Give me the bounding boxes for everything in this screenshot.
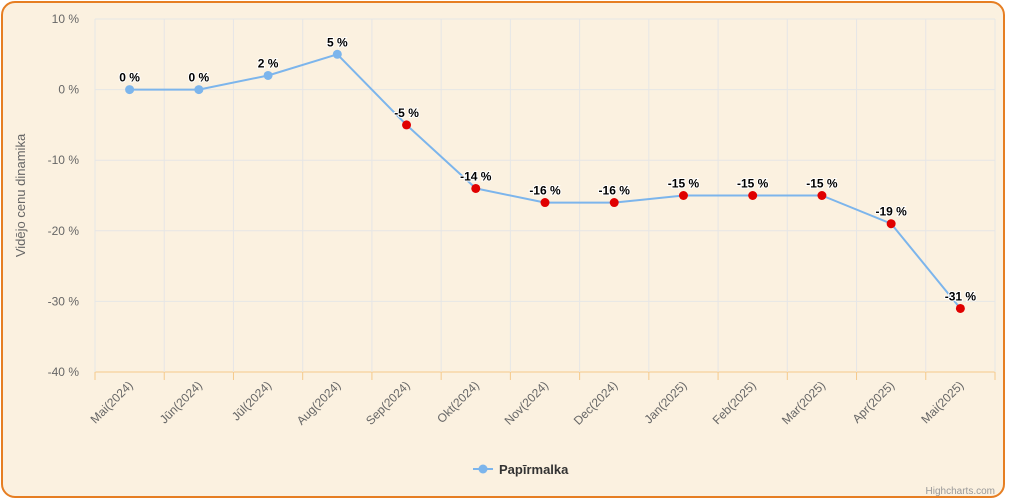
x-tick-label: Apr(2025) xyxy=(850,378,898,426)
x-tick-label: Aug(2024) xyxy=(294,378,344,428)
data-label: 0 % xyxy=(189,71,210,85)
data-point[interactable] xyxy=(678,191,688,200)
data-point[interactable] xyxy=(886,219,896,229)
data-label: -16 % xyxy=(529,184,561,198)
data-point[interactable] xyxy=(540,198,550,208)
data-label: -14 % xyxy=(460,169,492,183)
legend[interactable]: Papīrmalka xyxy=(473,462,569,477)
data-point[interactable] xyxy=(471,183,481,193)
x-tick-label: Mar(2025) xyxy=(779,378,828,427)
x-tick-label: Mai(2025) xyxy=(918,378,966,426)
data-label: -16 % xyxy=(599,184,631,198)
data-label: 0 % xyxy=(119,71,140,85)
legend-item-papirmalka[interactable]: Papīrmalka xyxy=(499,462,569,477)
x-tick-label: Nov(2024) xyxy=(502,378,552,428)
y-tick-label: -30 % xyxy=(48,294,80,308)
data-label: -15 % xyxy=(737,177,769,191)
y-tick-label: 0 % xyxy=(58,83,79,97)
x-tick-label: Mai(2024) xyxy=(88,378,136,426)
line-chart: 10 % 0 % -10 % -20 % -30 % -40 % Mai(2024) Jūn… xyxy=(13,12,996,497)
x-tick-label: Okt(2024) xyxy=(434,378,482,426)
data-point[interactable] xyxy=(817,191,827,200)
x-tick-label: Jan(2025) xyxy=(641,378,689,426)
data-point[interactable] xyxy=(263,70,273,80)
data-label: 5 % xyxy=(327,35,348,49)
data-point[interactable] xyxy=(125,85,135,95)
x-tick-label: Sep(2024) xyxy=(363,378,413,428)
data-point[interactable] xyxy=(609,198,619,208)
y-tick-label: 10 % xyxy=(52,12,80,26)
x-tick-label: Dec(2024) xyxy=(571,378,621,428)
data-label: -15 % xyxy=(668,177,700,191)
credits-link[interactable]: Highcharts.com xyxy=(926,486,995,497)
data-label: -5 % xyxy=(394,106,419,120)
data-point[interactable] xyxy=(194,85,204,95)
data-point[interactable] xyxy=(402,120,412,130)
y-tick-label: -20 % xyxy=(48,224,80,238)
data-label: -19 % xyxy=(875,205,907,219)
data-point[interactable] xyxy=(748,191,758,200)
x-tick-label: Jūl(2024) xyxy=(229,378,274,423)
y-axis-label: Vidējo cenu dinamika xyxy=(13,133,28,257)
data-point[interactable] xyxy=(955,303,965,313)
data-label: -15 % xyxy=(806,177,838,191)
y-tick-label: -10 % xyxy=(48,153,80,167)
x-tick-label: Jūn(2024) xyxy=(157,378,205,426)
y-axis-ticks: 10 % 0 % -10 % -20 % -30 % -40 % xyxy=(48,12,80,379)
series-papirmalka[interactable]: 0 % 0 % 2 % 5 % -5 % -14 % -16 % -16 % -15 % -15 … xyxy=(118,34,977,313)
data-label: -31 % xyxy=(945,289,977,303)
y-tick-label: -40 % xyxy=(48,365,80,379)
x-axis-ticks: Mai(2024) Jūn(2024) Jūl(2024) Aug(2024) Sep(… xyxy=(88,378,967,428)
x-tick-label: Feb(2025) xyxy=(710,378,759,427)
data-label: 2 % xyxy=(258,56,279,70)
legend-marker xyxy=(478,464,488,474)
data-point[interactable] xyxy=(332,49,342,59)
